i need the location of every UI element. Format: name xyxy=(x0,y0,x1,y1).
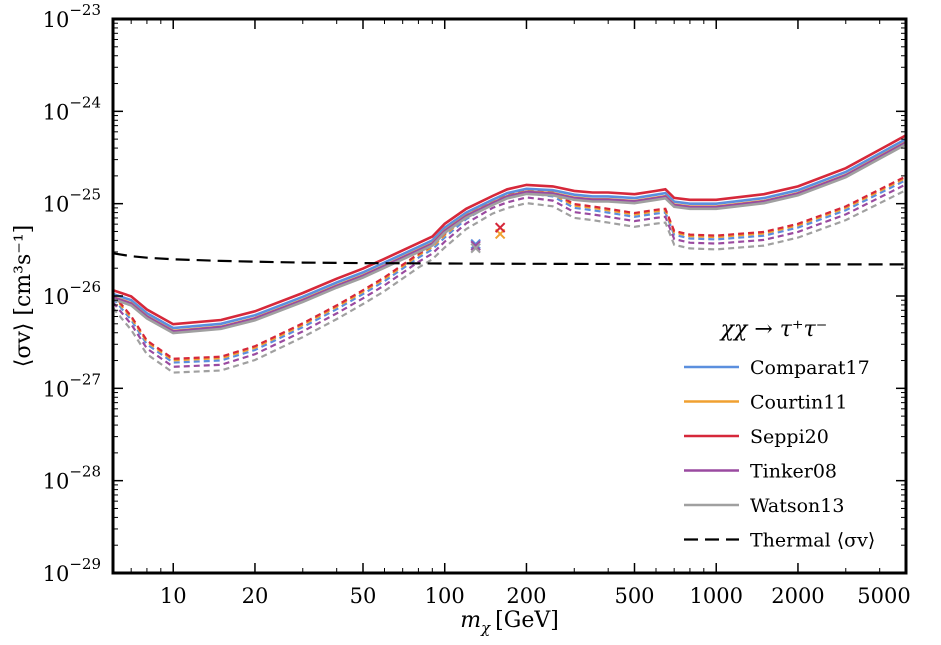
marker-watson13 xyxy=(470,242,481,254)
series-line-seppi20 xyxy=(113,134,906,326)
x-tick-label: 200 xyxy=(506,584,546,608)
y-tick-base: 10 xyxy=(43,193,70,217)
legend: χχ → τ⁺τ⁻ Comparat17 Courtin11 Seppi20 Tinke… xyxy=(684,317,875,552)
series-line-dashed-courtin11 xyxy=(113,176,906,362)
y-tick-exponent: −23 xyxy=(69,1,101,19)
y-tick-label: 10−27 xyxy=(43,370,101,401)
series-line-dashed-comparat17 xyxy=(113,179,906,364)
x-tick-label: 100 xyxy=(425,584,465,608)
y-tick-exponent: −24 xyxy=(69,93,101,111)
y-tick-base: 10 xyxy=(43,562,70,586)
x-axis-symbol: m xyxy=(460,608,481,633)
y-tick-base: 10 xyxy=(43,8,70,32)
x-axis-subscript: χ xyxy=(480,619,491,637)
x-axis-title: mχ [GeV] xyxy=(460,608,559,637)
x-tick-label: 500 xyxy=(614,584,654,608)
legend-label: Watson13 xyxy=(750,495,844,517)
marker-tinker08 xyxy=(470,240,481,251)
y-tick-base: 10 xyxy=(43,100,70,124)
y-tick-base: 10 xyxy=(43,377,70,401)
y-tick-exponent: −28 xyxy=(69,463,101,481)
marker-comparat17 xyxy=(470,238,481,250)
y-tick-label: 10−23 xyxy=(43,1,101,32)
y-tick-label: 10−25 xyxy=(43,186,101,217)
series-line-courtin11 xyxy=(113,140,906,333)
x-tick-label: 1000 xyxy=(690,584,743,608)
series-line-dashed-watson13 xyxy=(113,189,906,374)
legend-label: Tinker08 xyxy=(750,461,837,483)
legend-label: Comparat17 xyxy=(750,357,870,379)
y-axis-title: ⟨σv⟩ [cm³s⁻¹] xyxy=(11,225,36,368)
y-tick-base: 10 xyxy=(43,470,70,494)
y-tick-label: 10−24 xyxy=(43,93,101,124)
x-tick-label: 10 xyxy=(160,584,187,608)
y-tick-exponent: −27 xyxy=(69,370,101,388)
series-line-comparat17 xyxy=(113,137,906,330)
y-tick-label: 10−28 xyxy=(43,463,101,494)
y-tick-exponent: −29 xyxy=(69,555,101,573)
marker-seppi20 xyxy=(494,222,506,233)
x-tick-label: 2000 xyxy=(771,584,824,608)
plot-area xyxy=(113,134,906,374)
x-tick-label: 5000 xyxy=(857,584,910,608)
legend-label: Thermal ⟨σv⟩ xyxy=(750,530,875,552)
x-tick-label: 50 xyxy=(350,584,377,608)
legend-label: Seppi20 xyxy=(750,426,829,448)
legend-title: χχ → τ⁺τ⁻ xyxy=(719,317,828,342)
y-tick-base: 10 xyxy=(43,285,70,309)
series-line-dashed-seppi20 xyxy=(113,175,906,360)
y-tick-exponent: −25 xyxy=(69,186,101,204)
y-tick-label: 10−26 xyxy=(43,278,101,309)
series-group xyxy=(113,134,906,374)
series-line-watson13 xyxy=(113,143,906,335)
series-line-tinker08 xyxy=(113,141,906,333)
series-line-dashed-tinker08 xyxy=(113,183,906,368)
x-axis-unit: [GeV] xyxy=(495,608,559,633)
y-tick-exponent: −26 xyxy=(69,278,101,296)
x-tick-label: 20 xyxy=(242,584,269,608)
thermal-line xyxy=(113,252,906,266)
legend-label: Courtin11 xyxy=(750,392,847,414)
y-tick-label: 10−29 xyxy=(43,555,101,586)
plot-frame xyxy=(111,17,908,575)
